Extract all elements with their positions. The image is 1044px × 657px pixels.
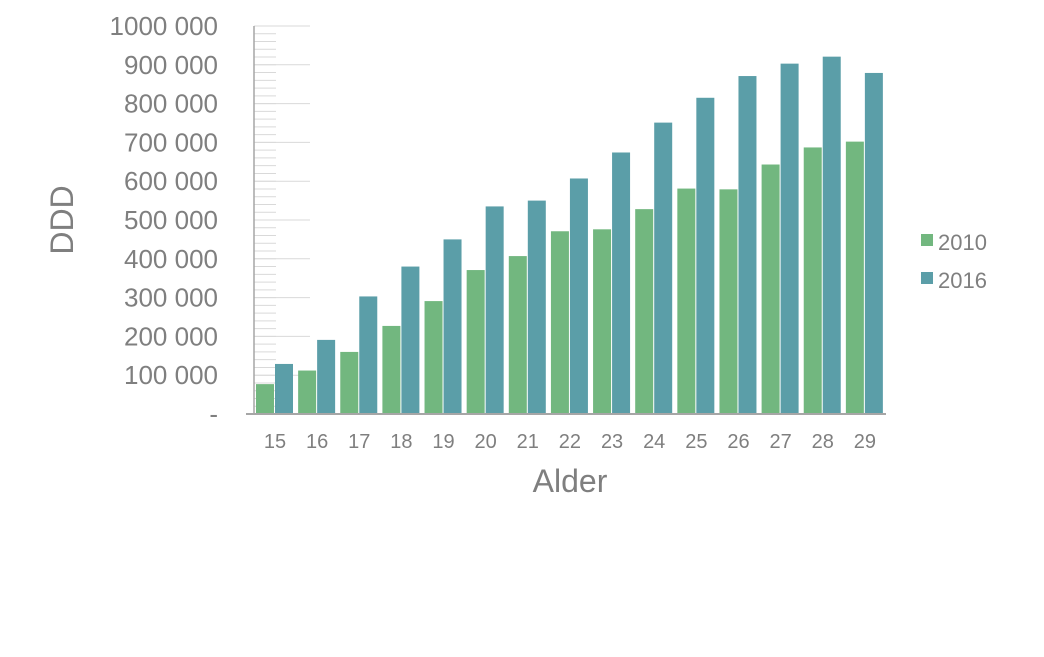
bar-2016-16 bbox=[317, 339, 336, 414]
bar-2016-18 bbox=[401, 266, 420, 414]
bar-2016-17 bbox=[359, 296, 378, 414]
legend-label: 2010 bbox=[938, 230, 987, 255]
x-tick-label: 22 bbox=[559, 431, 581, 453]
y-tick-label: 200 000 bbox=[124, 321, 218, 351]
legend-label: 2016 bbox=[938, 268, 987, 293]
bar-2010-29 bbox=[845, 141, 864, 414]
x-axis-title: Alder bbox=[533, 463, 608, 499]
x-tick-label: 23 bbox=[601, 431, 623, 453]
bar-2010-19 bbox=[424, 301, 443, 414]
x-tick-label: 28 bbox=[812, 431, 834, 453]
x-tick-label: 25 bbox=[685, 431, 707, 453]
y-tick-label: 900 000 bbox=[124, 50, 218, 80]
bar-2010-23 bbox=[593, 229, 612, 414]
x-tick-label: 16 bbox=[306, 431, 328, 453]
bar-2010-15 bbox=[256, 384, 274, 414]
bar-2010-18 bbox=[382, 325, 401, 414]
bar-2010-24 bbox=[635, 209, 654, 414]
bar-2010-27 bbox=[761, 164, 780, 414]
bar-2016-21 bbox=[527, 200, 546, 414]
bar-2010-28 bbox=[803, 147, 822, 414]
y-tick-label: 600 000 bbox=[124, 166, 218, 196]
x-tick-label: 20 bbox=[475, 431, 497, 453]
bar-2016-23 bbox=[612, 152, 631, 414]
x-tick-label: 26 bbox=[727, 431, 749, 453]
bar-2010-21 bbox=[508, 256, 527, 414]
x-tick-label: 29 bbox=[854, 431, 876, 453]
y-tick-label: 500 000 bbox=[124, 205, 218, 235]
y-axis-title: DDD bbox=[44, 185, 80, 254]
x-tick-label: 18 bbox=[390, 431, 412, 453]
x-tick-label: 21 bbox=[517, 431, 539, 453]
y-tick-label: 700 000 bbox=[124, 127, 218, 157]
bar-2010-26 bbox=[719, 189, 738, 414]
y-tick-label: 800 000 bbox=[124, 89, 218, 119]
y-axis: - 100 000 200 000 300 000 400 000 500 000 600 … bbox=[110, 11, 310, 429]
bar-2016-15 bbox=[275, 363, 293, 414]
legend-swatch-2010 bbox=[921, 234, 933, 246]
x-tick-label: 19 bbox=[432, 431, 454, 453]
bar-2016-26 bbox=[738, 76, 757, 414]
bars bbox=[256, 56, 883, 415]
bar-2010-22 bbox=[550, 231, 569, 414]
bar-2016-20 bbox=[485, 206, 504, 414]
y-tick-label: 1000 000 bbox=[110, 11, 218, 41]
bar-2016-25 bbox=[696, 97, 715, 414]
bar-2016-19 bbox=[443, 239, 462, 414]
bar-2016-29 bbox=[864, 72, 883, 414]
x-axis: 15 16 17 18 19 20 21 22 23 24 25 26 27 28 29 bbox=[264, 431, 876, 453]
x-tick-label: 27 bbox=[769, 431, 791, 453]
legend: 2010 2016 bbox=[921, 230, 987, 293]
bar-2010-16 bbox=[298, 370, 317, 414]
x-tick-label: 15 bbox=[264, 431, 286, 453]
y-tick-label: - bbox=[209, 399, 218, 429]
x-tick-label: 24 bbox=[643, 431, 665, 453]
bar-2016-28 bbox=[822, 56, 841, 414]
x-tick-label: 17 bbox=[348, 431, 370, 453]
y-tick-label: 300 000 bbox=[124, 283, 218, 313]
bar-2010-25 bbox=[677, 188, 696, 414]
bar-2016-27 bbox=[780, 63, 799, 415]
bar-2010-17 bbox=[340, 351, 359, 414]
bar-2016-24 bbox=[654, 122, 673, 414]
y-tick-label: 400 000 bbox=[124, 244, 218, 274]
bar-2010-20 bbox=[466, 270, 485, 414]
legend-swatch-2016 bbox=[921, 272, 933, 284]
axis-lines bbox=[246, 26, 886, 415]
y-tick-label: 100 000 bbox=[124, 360, 218, 390]
bar-2016-22 bbox=[569, 178, 588, 414]
